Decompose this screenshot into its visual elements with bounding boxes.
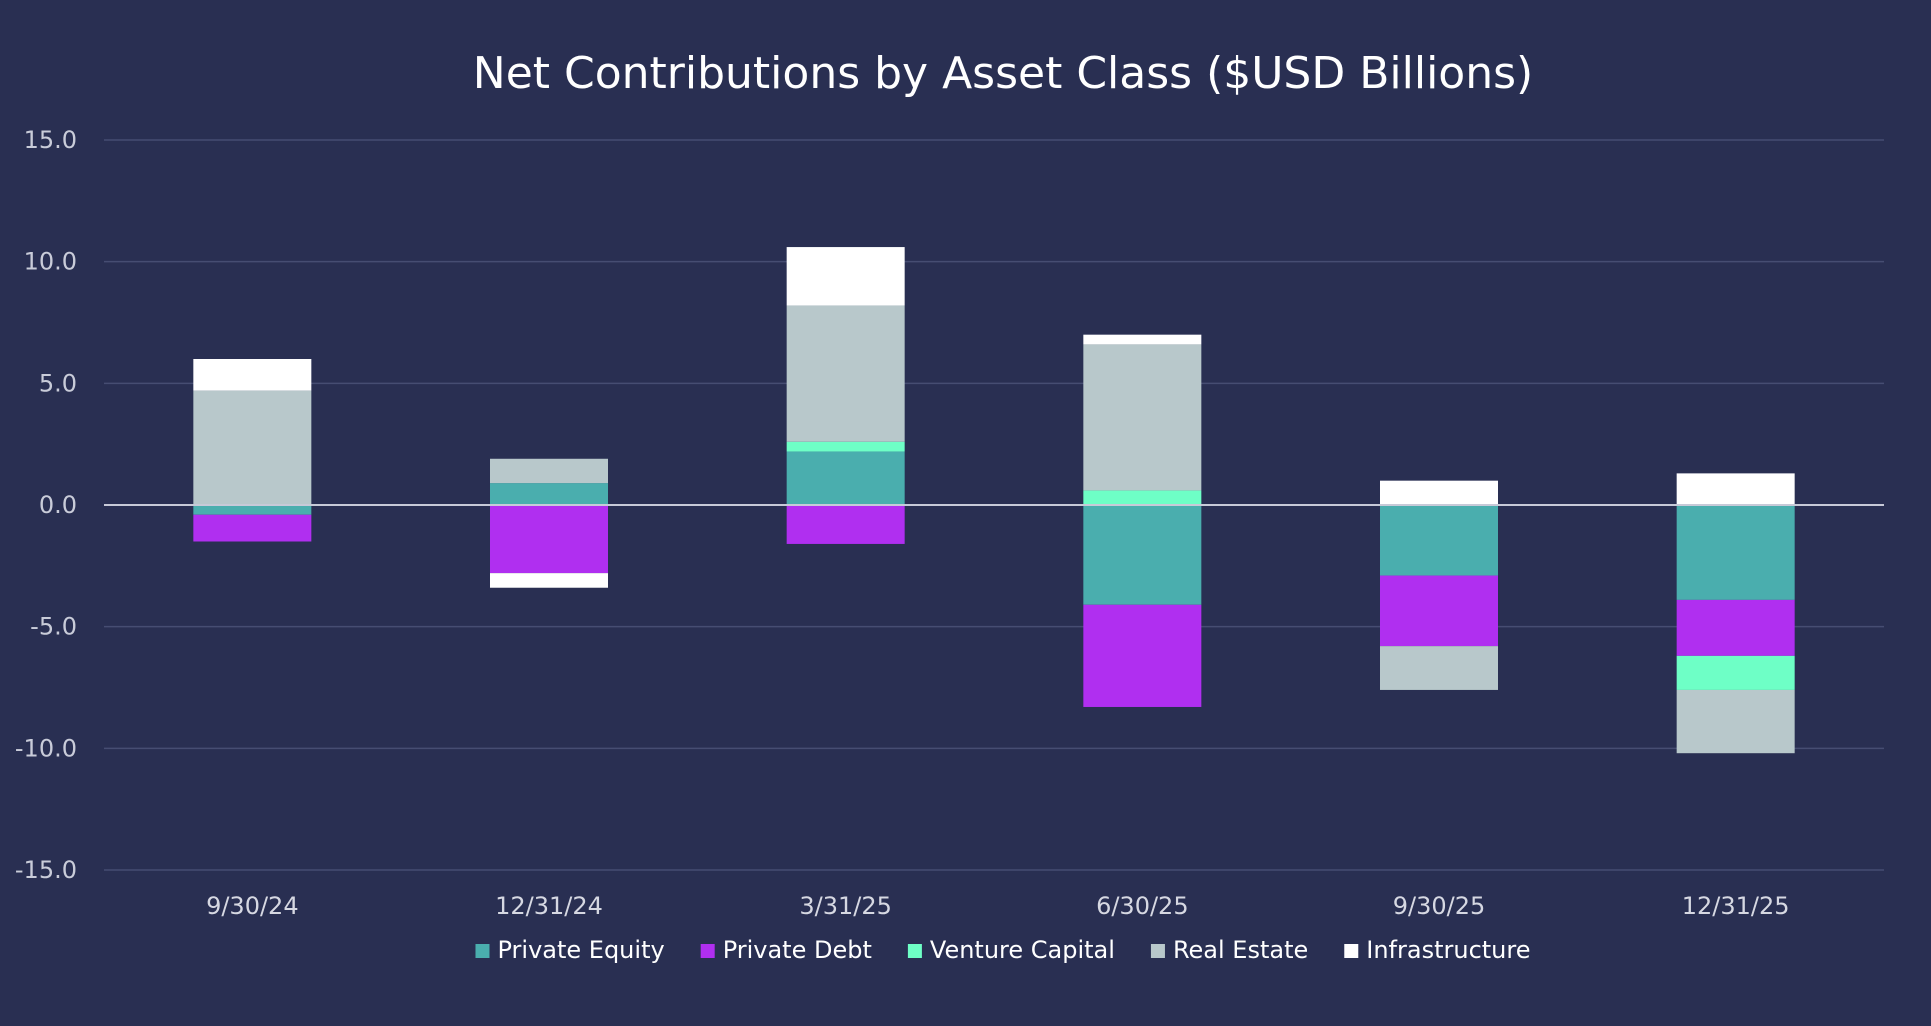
x-tick-label: 9/30/25 xyxy=(1393,892,1486,920)
bar-private-equity xyxy=(786,451,905,505)
bar-real-estate xyxy=(193,390,312,505)
legend: Private Equity Private Debt Venture Capita… xyxy=(475,936,1531,964)
legend-item: Private Equity xyxy=(475,936,665,964)
legend-label: Venture Capital xyxy=(930,936,1115,964)
legend-swatch xyxy=(700,944,715,958)
legend-item: Real Estate xyxy=(1150,936,1308,964)
bar-private-equity xyxy=(1083,505,1202,605)
bar-infrastructure xyxy=(1676,473,1795,505)
legend-swatch xyxy=(1344,944,1359,958)
bar-private-debt xyxy=(1380,575,1498,647)
bar-infrastructure xyxy=(786,247,905,306)
bar-infrastructure xyxy=(1380,480,1498,505)
bar-infrastructure xyxy=(193,359,312,391)
x-tick-label: 12/31/24 xyxy=(495,892,603,920)
legend-item: Private Debt xyxy=(700,936,872,964)
legend-item: Venture Capital xyxy=(907,936,1115,964)
bar-venture-capital xyxy=(786,441,905,452)
gridlines xyxy=(104,139,1884,871)
legend-swatch xyxy=(475,944,490,958)
legend-label: Real Estate xyxy=(1173,936,1308,964)
y-tick-label: -5.0 xyxy=(30,613,77,641)
bar-real-estate xyxy=(1380,646,1498,690)
x-tick-label: 6/30/25 xyxy=(1096,892,1189,920)
bar-venture-capital xyxy=(1676,655,1795,690)
x-tick-label: 3/31/25 xyxy=(799,892,892,920)
bar-private-debt xyxy=(490,505,608,574)
chart-title: Net Contributions by Asset Class ($USD B… xyxy=(473,48,1533,99)
x-tick-label: 9/30/24 xyxy=(206,892,299,920)
bar-infrastructure xyxy=(1083,334,1202,345)
bar-private-equity xyxy=(193,505,312,515)
legend-label: Private Debt xyxy=(723,936,872,964)
y-tick-label: 15.0 xyxy=(24,126,77,154)
bar-real-estate xyxy=(786,305,905,442)
legend-item: Infrastructure xyxy=(1344,936,1531,964)
y-tick-label: 10.0 xyxy=(24,248,77,276)
bar-private-equity xyxy=(1380,505,1498,576)
bar-infrastructure xyxy=(490,573,608,588)
x-tick-label: 12/31/25 xyxy=(1682,892,1790,920)
legend-swatch xyxy=(1150,944,1165,958)
legend-swatch xyxy=(907,944,922,958)
bar-private-debt xyxy=(1083,604,1202,707)
y-tick-label: -10.0 xyxy=(15,734,77,762)
axes: 15.0 10.0 5.0 0.0 -5.0 -10.0 -15.0 9/30/24 12/31… xyxy=(15,126,1884,920)
y-tick-label: -15.0 xyxy=(15,856,77,884)
bar-private-debt xyxy=(193,514,312,542)
bar-real-estate xyxy=(1676,689,1795,754)
bar-venture-capital xyxy=(1083,490,1202,505)
bar-real-estate xyxy=(1083,344,1202,491)
bar-private-equity xyxy=(1676,505,1795,600)
bar-private-debt xyxy=(786,505,905,544)
legend-label: Private Equity xyxy=(497,936,664,964)
bar-private-equity xyxy=(490,483,608,505)
bars xyxy=(193,247,1795,754)
y-tick-label: 5.0 xyxy=(39,369,77,397)
bar-real-estate xyxy=(490,458,608,484)
bar-private-debt xyxy=(1676,599,1795,656)
y-tick-label: 0.0 xyxy=(39,491,77,519)
legend-label: Infrastructure xyxy=(1366,936,1530,964)
